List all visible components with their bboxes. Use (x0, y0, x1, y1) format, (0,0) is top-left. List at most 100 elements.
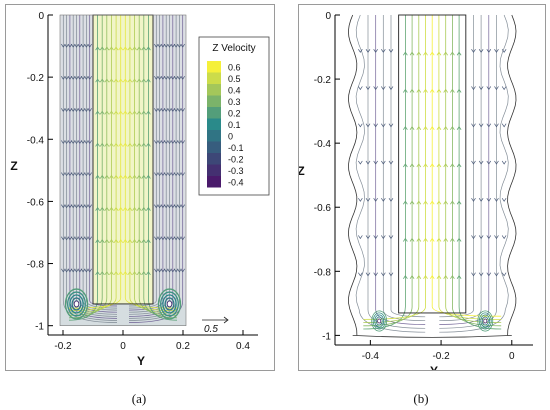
streamline-arrow-inner (423, 88, 428, 93)
streamline-arrow (154, 268, 159, 273)
streamline-arrow (173, 204, 179, 209)
streamline-arrow-inner (456, 126, 462, 130)
streamline-arrow-inner (141, 174, 147, 179)
streamline-arrow-inner (429, 200, 435, 205)
streamline-arrow (84, 108, 89, 112)
streamline-arrow (77, 172, 83, 177)
legend-level-label: -0.3 (228, 166, 244, 176)
legend-swatch (207, 72, 221, 84)
streamline-arrow (67, 268, 73, 273)
streamline-arrow (157, 140, 162, 145)
streamline-arrow (365, 235, 371, 240)
streamline-arrow (163, 140, 169, 145)
streamline-arrow-inner (146, 46, 151, 51)
streamline-arrow (381, 86, 386, 91)
x-tick-label: 0.2 (176, 341, 190, 352)
streamline-arrow-inner (416, 237, 422, 242)
streamline-arrow (84, 268, 89, 273)
streamline-arrow-inner (104, 78, 110, 83)
x-tick-label: 0.4 (236, 341, 250, 352)
streamline-arrow (365, 86, 371, 91)
streamline-arrow (77, 43, 83, 48)
vortex-1-ring (375, 316, 383, 326)
streamline-arrow-inner (122, 78, 128, 83)
streamline-arrow (358, 198, 363, 202)
vortex-1-ring (374, 314, 385, 328)
streamline-arrow (157, 236, 162, 241)
legend-title: Z Velocity (212, 43, 255, 54)
vortex-2-core (167, 300, 173, 308)
streamline-annulus-right (128, 15, 157, 307)
streamline-arrow (180, 140, 185, 145)
streamline-arrow (494, 160, 499, 165)
legend-level-label: -0.2 (228, 154, 244, 164)
streamline-arrow (70, 204, 76, 209)
streamline-inner (458, 15, 502, 330)
streamline-arrow-inner (136, 271, 142, 276)
streamline-arrow-inner (450, 274, 455, 279)
streamline-arrow-inner (443, 88, 449, 93)
streamline-arrow-inner (146, 78, 151, 83)
streamline-arrow-inner (104, 46, 110, 51)
streamline-arrow-inner (429, 51, 435, 56)
streamline-arrow-inner (416, 88, 422, 93)
streamline-arrow (154, 140, 159, 145)
streamline-arrow (170, 268, 176, 273)
streamline-arrow-inner (118, 206, 124, 211)
streamline-arrow-inner (113, 46, 119, 51)
legend-swatch (207, 164, 221, 176)
streamline-arrow (64, 140, 69, 145)
streamline-arrow-inner (113, 271, 119, 276)
streamline-arrow-inner (409, 88, 415, 93)
streamline-arrow (177, 172, 182, 177)
streamline-arrow-inner (403, 126, 408, 130)
streamline-arrow (358, 49, 363, 53)
streamline-arrow-inner (136, 110, 142, 115)
streamline-arrow (365, 49, 371, 53)
streamline-arrow-inner (132, 206, 137, 211)
streamline-arrow-inner (403, 274, 408, 279)
streamline-arrow (167, 172, 172, 177)
streamline-arrow (173, 268, 179, 273)
streamline-arrow-inner (416, 163, 422, 168)
streamline-arrow (67, 236, 73, 241)
streamline-inner (148, 15, 178, 321)
streamline-arrow (180, 108, 185, 112)
streamline-arrow (80, 268, 86, 273)
streamline-arrow-inner (456, 163, 462, 168)
streamline-arrow-inner (122, 239, 128, 243)
streamline-arrow (173, 108, 179, 112)
streamline-arrow (501, 160, 507, 165)
streamline-arrow (64, 236, 69, 241)
streamline-arrow (478, 160, 484, 165)
streamline-arrow-inner (423, 274, 428, 279)
streamline-arrow (471, 272, 476, 277)
vortex-1-ring (71, 297, 82, 311)
streamline-arrow (160, 236, 166, 241)
streamline-arrow (180, 236, 185, 241)
legend-swatch (207, 107, 221, 119)
streamline-arrow-inner (146, 174, 151, 179)
streamline-arrow-inner (118, 46, 124, 51)
streamline-arrow (388, 198, 394, 202)
inner-tube-wall (398, 14, 467, 314)
streamline-arrow (61, 43, 66, 48)
streamline-arrow (494, 235, 499, 240)
x-tick-label: -0.2 (54, 341, 72, 352)
streamline-arrow (177, 43, 182, 48)
streamline-arrow (486, 49, 492, 53)
streamline-arrow (373, 160, 378, 165)
streamline-arrow (170, 236, 176, 241)
streamline-arrow (77, 140, 83, 145)
legend-level-label: 0.4 (228, 85, 241, 95)
streamline-arrow-inner (127, 142, 133, 147)
streamline-arrow (80, 43, 86, 48)
streamline-arrow (77, 204, 83, 209)
legend-level-label: -0.1 (228, 143, 244, 153)
streamline-arrow (64, 268, 69, 273)
streamline-arrow (80, 108, 86, 112)
streamline-arrow (177, 76, 182, 80)
streamline-arrow (381, 49, 386, 53)
streamline-annulus-right (128, 15, 184, 323)
streamline-arrow (365, 198, 371, 202)
